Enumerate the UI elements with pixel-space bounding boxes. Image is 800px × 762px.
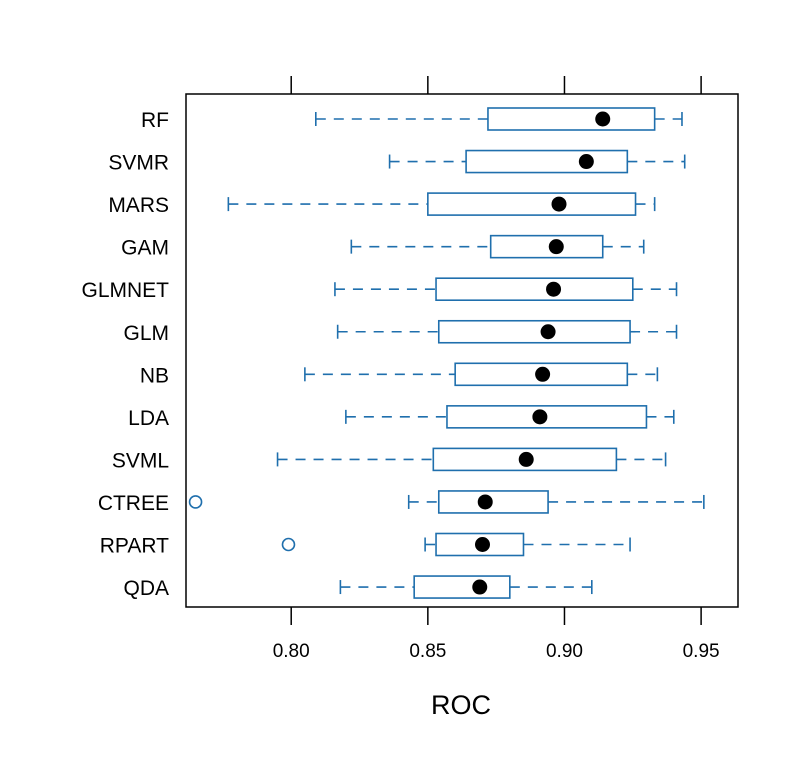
median-point bbox=[532, 409, 548, 425]
category-label-layer: RF SVMR MARS GAM GLMNET GLM NB LDA SVML CTREE RPAR… bbox=[81, 109, 169, 600]
iqr-box bbox=[435, 277, 634, 302]
plot-frame bbox=[185, 93, 739, 608]
box-mars bbox=[227, 192, 656, 216]
iqr-box bbox=[446, 405, 648, 429]
box-rf bbox=[315, 107, 683, 131]
x-tick-label: 0.80 bbox=[273, 641, 310, 662]
iqr-box bbox=[437, 490, 549, 514]
category-label: SVML bbox=[112, 449, 169, 472]
median-point bbox=[540, 324, 556, 340]
category-label: RPART bbox=[100, 535, 169, 558]
box-gam bbox=[350, 234, 645, 259]
category-label: QDA bbox=[123, 577, 169, 600]
category-label: LDA bbox=[128, 407, 169, 430]
category-label: GLMNET bbox=[81, 279, 169, 302]
iqr-box bbox=[454, 362, 629, 387]
iqr-box bbox=[489, 234, 604, 259]
median-point bbox=[472, 579, 488, 595]
iqr-box bbox=[437, 319, 631, 344]
box-layer bbox=[188, 107, 705, 599]
plot-frame-layer bbox=[185, 93, 739, 608]
x-tick-label: 0.85 bbox=[409, 641, 446, 662]
median-point bbox=[518, 451, 534, 467]
median-point bbox=[548, 239, 564, 255]
box-nb bbox=[304, 362, 659, 387]
box-ctree bbox=[188, 490, 705, 514]
category-label: SVMR bbox=[108, 152, 169, 175]
median-point bbox=[477, 494, 493, 510]
median-point bbox=[535, 366, 551, 382]
iqr-box bbox=[487, 107, 656, 131]
box-lda bbox=[345, 405, 675, 429]
category-label: GAM bbox=[121, 237, 169, 260]
category-label: CTREE bbox=[98, 492, 169, 515]
category-label: RF bbox=[141, 109, 169, 132]
box-svmr bbox=[388, 149, 686, 174]
box-rpart bbox=[281, 532, 631, 557]
median-point bbox=[546, 281, 562, 297]
median-point bbox=[551, 196, 567, 212]
outlier-point bbox=[281, 537, 296, 552]
category-label: NB bbox=[140, 364, 169, 387]
box-glm bbox=[336, 319, 678, 344]
iqr-box bbox=[465, 149, 629, 174]
box-qda bbox=[339, 575, 593, 599]
category-label: MARS bbox=[108, 194, 169, 217]
median-point bbox=[474, 537, 490, 552]
x-tick-label: 0.95 bbox=[683, 641, 720, 662]
iqr-box bbox=[413, 575, 511, 599]
box-svml bbox=[276, 447, 667, 472]
x-axis-title: ROC bbox=[431, 690, 491, 720]
outlier-point bbox=[188, 495, 203, 509]
tick-layer: 0.80 0.85 0.90 0.95 bbox=[273, 76, 720, 662]
iqr-box bbox=[435, 532, 525, 557]
category-label: GLM bbox=[123, 322, 169, 345]
median-point bbox=[595, 111, 611, 127]
x-tick-label: 0.90 bbox=[546, 641, 583, 662]
iqr-box bbox=[432, 447, 618, 472]
median-point bbox=[578, 154, 594, 170]
iqr-box bbox=[427, 192, 637, 216]
box-glmnet bbox=[334, 277, 678, 302]
